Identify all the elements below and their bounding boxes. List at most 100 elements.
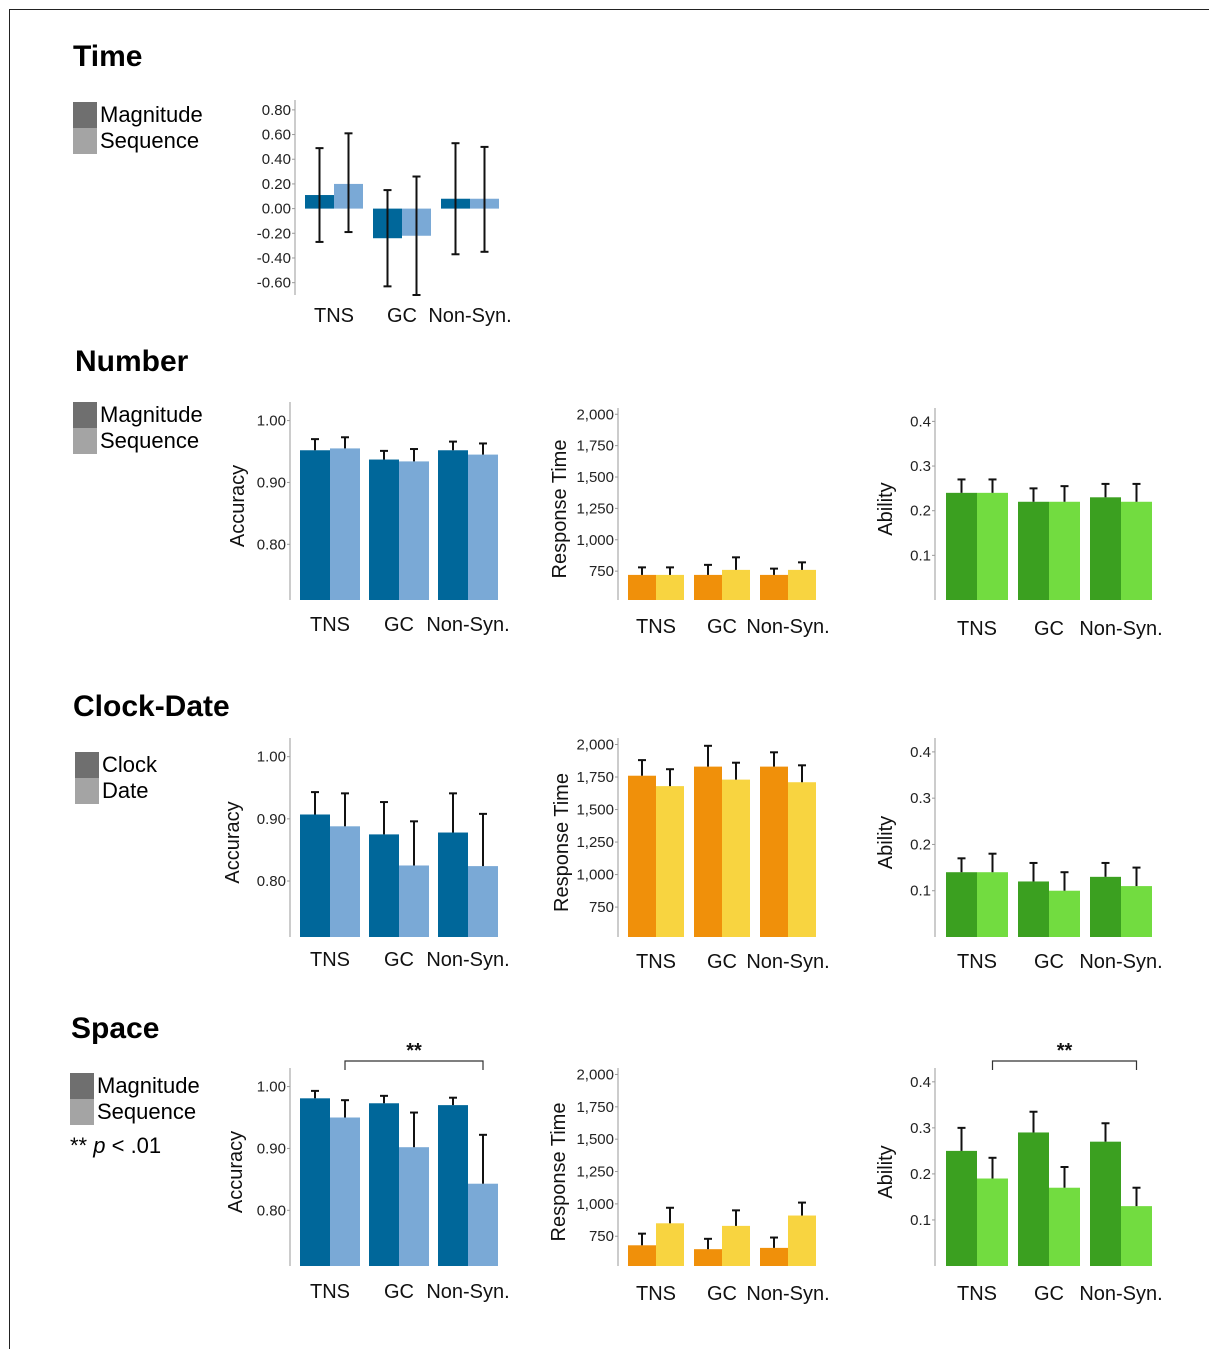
x-category-label: Non-Syn. (746, 616, 829, 638)
y-tick-label: 0.00 (262, 201, 291, 218)
y-tick-label: -0.20 (257, 225, 291, 242)
x-category-label: Non-Syn. (428, 305, 511, 327)
y-axis-label: Ability (875, 816, 897, 869)
bar-magnitude-gc (1018, 1132, 1049, 1266)
x-category-label: GC (1034, 1283, 1064, 1305)
bar-magnitude-gc (694, 574, 722, 600)
y-tick-label: 2,000 (576, 1066, 614, 1083)
bar-clock-nonsyn (1090, 876, 1121, 937)
bar-magnitude-gc (369, 1103, 399, 1266)
legend-swatch-light (73, 428, 97, 454)
bar-magnitude-nonsyn (438, 1105, 468, 1266)
x-category-label: GC (707, 951, 737, 973)
y-tick-label: 0.3 (910, 458, 931, 475)
legend-item: Sequence (70, 1099, 200, 1125)
y-tick-label: 1,000 (576, 867, 614, 884)
bar-sequence-tns (656, 574, 684, 600)
x-category-label: GC (384, 1281, 414, 1303)
bar-date-tns (656, 786, 684, 937)
section-title-clock-date: Clock-Date (73, 690, 230, 723)
bar-sequence-nonsyn (788, 569, 816, 600)
bar-magnitude-nonsyn (760, 574, 788, 600)
bar-sequence-nonsyn (1121, 1206, 1152, 1266)
x-category-label: GC (1034, 951, 1064, 973)
x-category-label: Non-Syn. (1079, 618, 1162, 640)
legend-swatch-dark (70, 1073, 94, 1099)
x-category-label: GC (387, 305, 417, 327)
bar-sequence-nonsyn (788, 1215, 816, 1266)
y-axis-label: Ability (875, 482, 897, 535)
chart-number-rt: 2,000 1,750 1,500 1,250 1,000 750 Response Tim… (549, 406, 830, 638)
bar-clock-gc (369, 834, 399, 937)
legend-label: Sequence (97, 1099, 197, 1124)
bar-clock-tns (946, 872, 977, 937)
y-tick-label: 1,250 (576, 834, 614, 851)
bar-magnitude-nonsyn (760, 1247, 788, 1266)
y-axis-label: Ability (875, 1145, 897, 1198)
y-tick-label: 0.90 (257, 474, 286, 491)
y-tick-label: 0.3 (910, 1120, 931, 1137)
bar-date-tns (330, 826, 360, 937)
chart-space-rt: 2,000 1,750 1,500 1,250 1,000 750 Response Tim… (548, 1066, 830, 1305)
x-category-label: TNS (310, 614, 350, 636)
y-tick-label: 2,000 (576, 406, 614, 423)
y-tick-label: 0.80 (257, 536, 286, 553)
chart-clock-date-accuracy: 1.00 0.90 0.80 Accuracy TNS GC Non-Syn. (222, 738, 510, 971)
bar-clock-gc (694, 766, 722, 937)
x-category-label: TNS (957, 951, 997, 973)
bracket-line (344, 1060, 484, 1070)
bar-sequence-gc (399, 1147, 429, 1266)
bar-date-nonsyn (468, 866, 498, 937)
significance-bracket: ** (991, 1040, 1138, 1070)
y-tick-label: 2,000 (576, 737, 614, 754)
bar-magnitude-nonsyn (1090, 1141, 1121, 1266)
y-tick-label: 0.4 (910, 413, 931, 430)
section-title-space: Space (71, 1012, 160, 1045)
y-axis-label: Response Time (549, 440, 571, 579)
bar-magnitude-tns (946, 1150, 977, 1266)
legend-swatch-light (73, 128, 97, 154)
legend-item: Magnitude (73, 402, 203, 428)
legend-label: Sequence (100, 128, 200, 153)
significance-bracket: ** (344, 1040, 484, 1070)
bar-date-tns (977, 872, 1008, 937)
legend-clock-date: Clock Date (75, 752, 157, 804)
y-tick-label: 1.00 (257, 749, 286, 766)
chart-clock-date-ability: 0.4 0.3 0.2 0.1 Ability TNS GC Non-Syn. (875, 738, 1163, 973)
y-axis-label: Accuracy (225, 1131, 247, 1213)
y-tick-label: 1,000 (576, 1196, 614, 1213)
y-axis-label: Accuracy (227, 465, 249, 547)
bar-clock-tns (628, 775, 656, 937)
y-axis-label: Response Time (551, 773, 573, 912)
legend-time: Magnitude Sequence (73, 102, 203, 154)
bar-magnitude-nonsyn (438, 450, 468, 600)
y-tick-label: 750 (589, 1228, 614, 1245)
bracket-label: ** (406, 1040, 422, 1062)
legend-label: Magnitude (97, 1073, 200, 1098)
y-tick-label: 0.60 (262, 127, 291, 144)
y-tick-label: 0.80 (257, 1202, 286, 1219)
legend-swatch-dark (75, 752, 99, 778)
x-category-label: TNS (636, 951, 676, 973)
x-category-label: GC (1034, 618, 1064, 640)
y-tick-label: 0.4 (910, 744, 931, 761)
bar-date-nonsyn (1121, 886, 1152, 937)
legend-item: Magnitude (73, 102, 203, 128)
y-tick-label: 1,750 (576, 438, 614, 455)
bar-magnitude-tns (628, 574, 656, 600)
significance-threshold: < .01 (105, 1133, 162, 1158)
y-tick-label: 0.80 (257, 873, 286, 890)
bar-magnitude-nonsyn (1090, 497, 1121, 600)
legend-swatch-light (70, 1099, 94, 1125)
bar-sequence-nonsyn (468, 454, 498, 600)
bracket-line (991, 1060, 1138, 1070)
legend-label: Date (102, 778, 149, 803)
y-tick-label: 1,500 (576, 1131, 614, 1148)
bar-magnitude-tns (946, 492, 977, 600)
section-title-number: Number (75, 345, 189, 378)
legend-label: Clock (102, 752, 158, 777)
legend-label: Magnitude (100, 102, 203, 127)
y-tick-label: 1,750 (576, 1099, 614, 1116)
y-axis-label: Accuracy (222, 801, 244, 883)
